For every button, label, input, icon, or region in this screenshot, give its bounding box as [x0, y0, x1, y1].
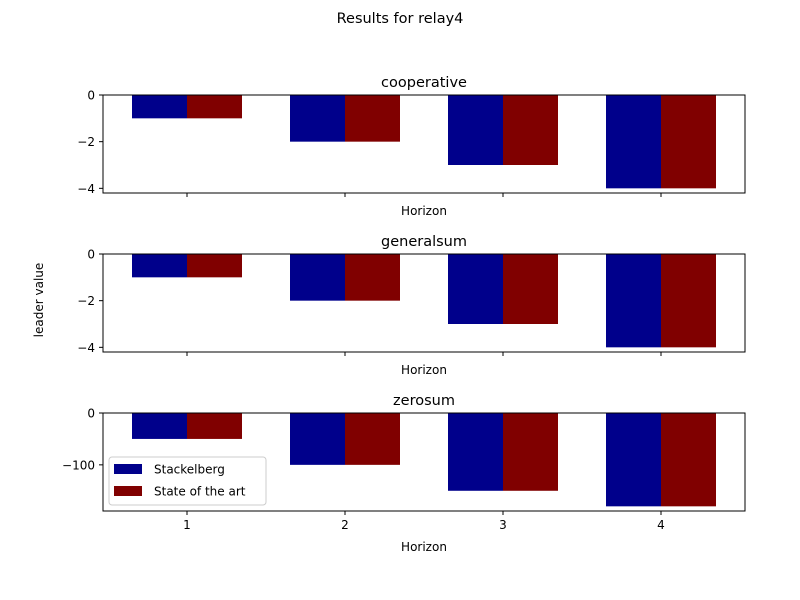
axes-frame: [102, 253, 746, 353]
legend-label: State of the art: [154, 485, 246, 499]
y-tick-label: −2: [77, 135, 95, 149]
bar-state-of-the-art-1: [187, 254, 242, 278]
bar-state-of-the-art-2: [345, 413, 400, 465]
bar-stackelberg-4: [606, 413, 661, 507]
bar-state-of-the-art-4: [661, 413, 716, 507]
subplot-generalsum: 0 −2 −4 generalsum Horizon: [77, 234, 746, 377]
legend-box: [108, 456, 267, 506]
bar-stackelberg-4: [606, 95, 661, 189]
bar-stackelberg-2: [290, 254, 345, 301]
x-tick-label: 1: [183, 518, 191, 532]
bar-state-of-the-art-2: [345, 254, 400, 301]
bar-stackelberg-1: [132, 254, 187, 278]
subplot-zerosum: 0 −100 1 2 3 4 zerosum Horizon Stackelberg State …: [62, 393, 746, 554]
x-tick-label: 4: [657, 518, 665, 532]
subplot-title: zerosum: [393, 393, 455, 409]
y-tick-label: 0: [87, 248, 95, 262]
subplot-title: cooperative: [381, 75, 467, 91]
y-tick-label: −4: [77, 182, 95, 196]
legend: Stackelberg State of the art: [108, 456, 267, 506]
x-tick-label: 2: [341, 518, 349, 532]
bar-state-of-the-art-1: [187, 413, 242, 439]
bar-state-of-the-art-3: [503, 254, 558, 324]
bar-stackelberg-2: [290, 413, 345, 465]
bar-stackelberg-3: [448, 413, 503, 491]
bar-stackelberg-3: [448, 254, 503, 324]
axes-frame: [102, 94, 746, 194]
y-tick-label: −4: [77, 341, 95, 355]
legend-swatch-stackelberg: [114, 464, 142, 474]
y-tick-label: 0: [87, 407, 95, 421]
x-tick-label: 3: [499, 518, 507, 532]
axes-frame: [102, 412, 746, 512]
x-axis-label: Horizon: [401, 204, 447, 218]
bar-stackelberg-4: [606, 254, 661, 348]
figure-title: Results for relay4: [337, 11, 464, 27]
bar-stackelberg-2: [290, 95, 345, 142]
bar-state-of-the-art-3: [503, 95, 558, 165]
bar-stackelberg-1: [132, 95, 187, 119]
bar-state-of-the-art-2: [345, 95, 400, 142]
bar-state-of-the-art-1: [187, 95, 242, 119]
subplot-title: generalsum: [381, 234, 467, 250]
bar-state-of-the-art-3: [503, 413, 558, 491]
bar-state-of-the-art-4: [661, 95, 716, 189]
x-axis-label: Horizon: [401, 363, 447, 377]
subplot-cooperative: 0 −2 −4 cooperative Horizon: [77, 75, 746, 218]
legend-label: Stackelberg: [154, 463, 225, 477]
legend-swatch-state-of-the-art: [114, 486, 142, 496]
y-tick-label: −2: [77, 294, 95, 308]
y-axis-label: leader value: [32, 263, 46, 338]
y-tick-label: 0: [87, 89, 95, 103]
bar-state-of-the-art-4: [661, 254, 716, 348]
y-tick-label: −100: [62, 458, 95, 472]
bar-stackelberg-1: [132, 413, 187, 439]
x-axis-label: Horizon: [401, 540, 447, 554]
bar-stackelberg-3: [448, 95, 503, 165]
